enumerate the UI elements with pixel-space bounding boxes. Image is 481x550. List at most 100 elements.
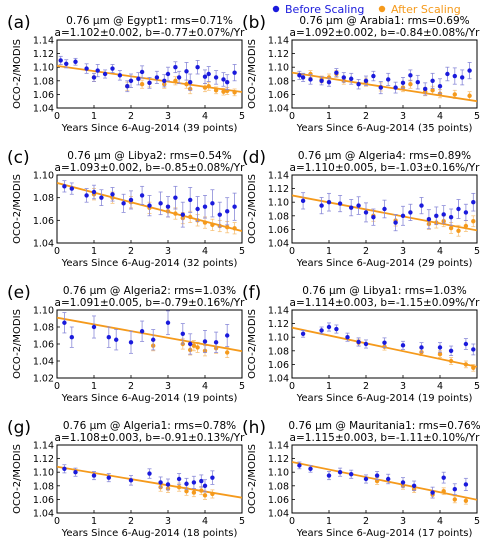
panel-title: 0.76 μm @ Algeria4: rms=0.89% bbox=[298, 150, 471, 162]
before-scaling-point bbox=[110, 192, 115, 197]
y-tick-label: 1.04 bbox=[33, 509, 54, 520]
before-scaling-point bbox=[225, 333, 230, 338]
x-tick-label: 0 bbox=[54, 516, 60, 527]
x-tick-label: 2 bbox=[128, 111, 134, 122]
before-scaling-point bbox=[95, 68, 100, 73]
plot-frame bbox=[56, 309, 243, 379]
panel-label: (a) bbox=[7, 13, 31, 33]
panel-label: (h) bbox=[242, 418, 266, 438]
y-tick-label: 1.10 bbox=[268, 468, 289, 479]
y-tick-label: 1.04 bbox=[268, 104, 289, 115]
y-tick-label: 1.08 bbox=[33, 76, 54, 87]
y-tick-label: 1.08 bbox=[268, 481, 289, 492]
after-scaling-point bbox=[221, 89, 226, 94]
before-scaling-point bbox=[232, 204, 237, 209]
before-scaling-point bbox=[165, 71, 171, 77]
y-tick-label: 1.10 bbox=[33, 171, 54, 182]
x-tick-label: 3 bbox=[165, 516, 171, 527]
x-tick-label: 5 bbox=[474, 246, 480, 257]
x-tick-label: 4 bbox=[437, 516, 443, 527]
y-tick-label: 1.10 bbox=[268, 198, 289, 209]
after-scaling-point bbox=[184, 489, 189, 494]
before-scaling-point bbox=[210, 201, 215, 206]
before-scaling-point bbox=[378, 85, 383, 90]
before-scaling-point bbox=[297, 463, 302, 468]
x-tick-label: 3 bbox=[400, 516, 406, 527]
before-scaling-point bbox=[114, 337, 119, 342]
before-scaling-point bbox=[128, 478, 134, 483]
x-tick-label: 0 bbox=[289, 516, 295, 527]
before-scaling-point bbox=[225, 209, 230, 214]
y-tick-label: 1.06 bbox=[33, 495, 54, 506]
x-tick-label: 2 bbox=[363, 111, 369, 122]
x-tick-label: 3 bbox=[165, 246, 171, 257]
before-scaling-point bbox=[199, 478, 204, 484]
before-scaling-point bbox=[452, 73, 457, 79]
after-scaling-point bbox=[430, 88, 435, 93]
before-scaling-point bbox=[62, 320, 67, 325]
fit-line bbox=[57, 465, 242, 499]
x-axis-label: Years Since 6-Aug-2014 (39 points) bbox=[61, 123, 238, 134]
before-scaling-point bbox=[349, 472, 354, 477]
before-scaling-point bbox=[386, 77, 391, 82]
panel-subtitle: a=1.115±0.003, b=-1.11±0.10%/Yr bbox=[290, 432, 481, 444]
panel-b: (b) 0.76 μm @ Arabia1: rms=0.69%a=1.092±0… bbox=[242, 13, 480, 134]
before-scaling-point bbox=[371, 214, 376, 220]
panel-title: 0.76 μm @ Libya2: rms=0.54% bbox=[67, 150, 231, 162]
before-scaling-point bbox=[91, 189, 97, 195]
after-scaling-point bbox=[448, 225, 454, 231]
x-tick-label: 5 bbox=[474, 111, 480, 122]
panel-label: (d) bbox=[242, 148, 266, 168]
plot-data bbox=[292, 322, 477, 372]
y-tick-label: 1.10 bbox=[33, 306, 54, 317]
before-scaling-point bbox=[308, 77, 313, 82]
before-scaling-point bbox=[363, 476, 369, 482]
before-scaling-point bbox=[463, 482, 469, 487]
before-scaling-point bbox=[121, 201, 126, 206]
y-tick-label: 1.06 bbox=[33, 340, 54, 351]
plot-data bbox=[292, 192, 477, 237]
legend-before-label: Before Scaling bbox=[285, 3, 364, 16]
before-scaling-point bbox=[297, 73, 302, 78]
plot-data bbox=[57, 464, 242, 500]
x-tick-label: 1 bbox=[326, 381, 332, 392]
before-scaling-point bbox=[467, 68, 472, 73]
before-scaling-point bbox=[441, 212, 446, 217]
before-scaling-point bbox=[382, 340, 387, 345]
y-tick-label: 1.04 bbox=[268, 374, 289, 385]
before-scaling-point bbox=[165, 204, 171, 209]
before-scaling-point bbox=[202, 339, 208, 344]
after-scaling-point bbox=[437, 352, 443, 357]
before-scaling-point bbox=[158, 480, 163, 485]
before-scaling-point bbox=[106, 335, 112, 340]
y-axis-label: OCO-2/MODIS bbox=[12, 444, 23, 514]
x-tick-label: 5 bbox=[474, 516, 480, 527]
y-tick-label: 1.12 bbox=[33, 49, 54, 60]
x-axis-label: Years Since 6-Aug-2014 (18 points) bbox=[61, 528, 238, 539]
before-scaling-point bbox=[73, 59, 78, 64]
before-scaling-point bbox=[84, 193, 89, 198]
legend-before-marker bbox=[272, 5, 280, 13]
y-tick-label: 1.04 bbox=[268, 239, 289, 250]
plot-data bbox=[57, 180, 242, 235]
x-axis-label: Years Since 6-Aug-2014 (32 points) bbox=[61, 258, 238, 269]
y-axis-label: OCO-2/MODIS bbox=[247, 444, 258, 514]
before-scaling-point bbox=[125, 84, 130, 89]
x-tick-label: 2 bbox=[363, 516, 369, 527]
before-scaling-point bbox=[213, 340, 219, 345]
before-scaling-point bbox=[158, 201, 163, 206]
before-scaling-point bbox=[411, 483, 417, 488]
y-tick-label: 1.06 bbox=[268, 495, 289, 506]
before-scaling-point bbox=[400, 343, 406, 348]
x-tick-label: 2 bbox=[128, 246, 134, 257]
after-scaling-point bbox=[191, 343, 197, 348]
before-scaling-point bbox=[173, 195, 178, 200]
panel-subtitle: a=1.102±0.002, b=-0.77±0.07%/Yr bbox=[55, 27, 246, 39]
before-scaling-point bbox=[371, 73, 376, 79]
before-scaling-point bbox=[191, 480, 197, 485]
before-scaling-point bbox=[154, 75, 160, 80]
x-tick-label: 2 bbox=[128, 381, 134, 392]
y-tick-label: 1.08 bbox=[33, 193, 54, 204]
before-scaling-point bbox=[176, 476, 182, 482]
before-scaling-point bbox=[128, 197, 134, 203]
